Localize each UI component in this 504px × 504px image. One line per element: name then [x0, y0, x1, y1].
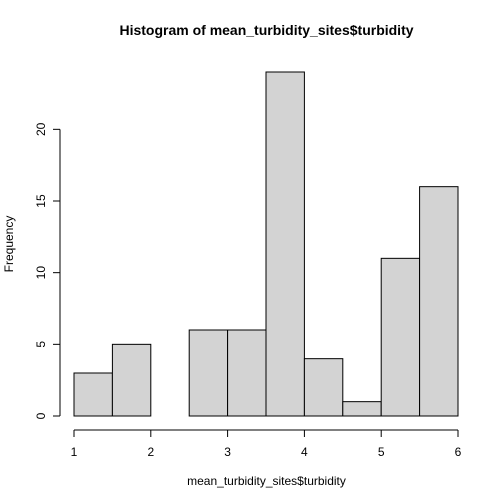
x-axis-label: mean_turbidity_sites$turbidity: [187, 474, 346, 488]
chart-title: Histogram of mean_turbidity_sites$turbid…: [119, 22, 413, 38]
y-tick-label: 15: [34, 194, 48, 208]
y-axis-label: Frequency: [2, 216, 16, 273]
y-tick-label: 0: [34, 412, 48, 419]
histogram-bar-6: [265, 71, 305, 417]
histogram-bar-10: [419, 186, 459, 417]
histogram-bar-4: [188, 329, 229, 417]
histogram-bar-9: [380, 257, 421, 417]
histogram-bar-8: [342, 401, 382, 417]
y-tick-label: 10: [34, 266, 48, 280]
y-tick-label: 20: [34, 122, 48, 136]
bars-group: [73, 71, 459, 417]
x-tick-label: 1: [71, 445, 78, 459]
histogram-bar-2: [111, 343, 152, 417]
x-tick-label: 5: [378, 445, 385, 459]
y-tick-label: 5: [34, 341, 48, 348]
x-tick-label: 4: [301, 445, 308, 459]
x-axis: 1 2 3 4 5 6: [71, 429, 462, 459]
y-axis: 0 5 10 15 20: [34, 122, 61, 419]
x-tick-label: 6: [455, 445, 462, 459]
histogram-bar-7: [303, 358, 344, 417]
x-tick-label: 3: [224, 445, 231, 459]
x-tick-label: 2: [147, 445, 154, 459]
histogram-bar-5: [227, 329, 267, 417]
histogram-bar-1: [73, 372, 113, 417]
